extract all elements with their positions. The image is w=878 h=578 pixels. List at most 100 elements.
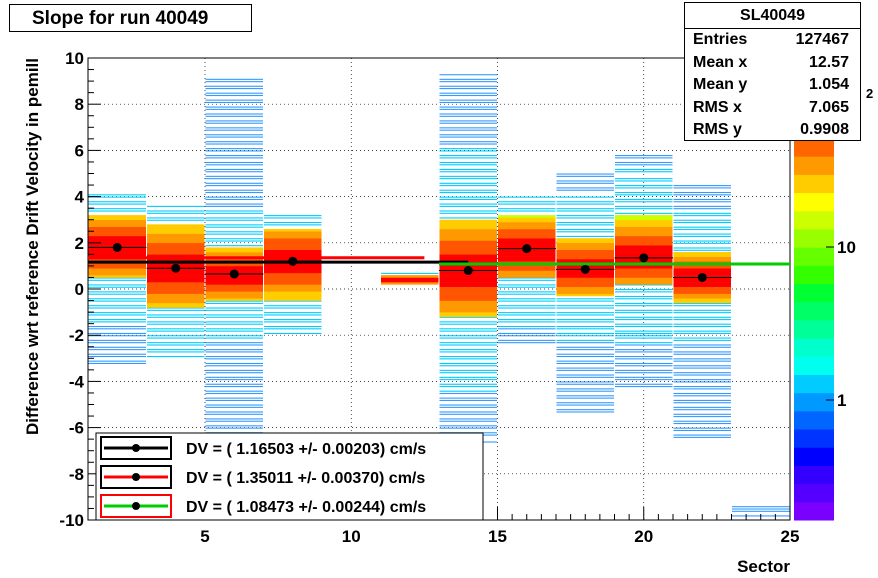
- heatmap-cell: [439, 342, 497, 344]
- color-bar-segment: [794, 247, 834, 266]
- heatmap-cell: [439, 282, 497, 285]
- heatmap-cell: [498, 238, 556, 241]
- heatmap-cell: [615, 325, 673, 328]
- heatmap-cell: [498, 222, 556, 225]
- color-bar-segment: [794, 174, 834, 194]
- heatmap-cell: [732, 510, 790, 512]
- heatmap-cell: [498, 256, 556, 260]
- heatmap-cell: [673, 268, 731, 271]
- heatmap-cell: [205, 397, 263, 399]
- color-bar-label: 10: [837, 238, 856, 257]
- heatmap-cell: [205, 392, 263, 395]
- heatmap-cell: [439, 293, 497, 297]
- legend-marker-point: [132, 473, 140, 481]
- heatmap-cell: [88, 339, 146, 341]
- heatmap-cell: [439, 106, 497, 108]
- heatmap-cell: [498, 252, 556, 255]
- heatmap-cell: [264, 240, 322, 244]
- heatmap-cell: [439, 210, 497, 212]
- heatmap-cell: [147, 291, 205, 294]
- heatmap-cell: [673, 254, 731, 257]
- heatmap-cell: [615, 161, 673, 164]
- heatmap-cell: [88, 360, 146, 362]
- heatmap-cell: [673, 319, 731, 321]
- color-bar-segment: [794, 283, 834, 303]
- heatmap-cell: [673, 240, 731, 242]
- heatmap-cell: [673, 339, 731, 341]
- profile-points: [88, 242, 732, 282]
- heatmap-cell: [498, 268, 556, 271]
- heatmap-cell: [556, 376, 614, 378]
- heatmap-cell: [381, 275, 439, 278]
- heatmap-cell: [673, 399, 731, 401]
- heatmap-cell: [88, 219, 146, 223]
- heatmap-cell: [439, 302, 497, 306]
- heatmap-cell: [205, 330, 263, 332]
- heatmap-cell: [615, 235, 673, 239]
- heatmap-cell: [439, 418, 497, 420]
- heatmap-cell: [439, 295, 497, 299]
- heatmap-cell: [673, 312, 731, 314]
- heatmap-cell: [205, 198, 263, 201]
- y-tick-label: -8: [69, 465, 84, 484]
- heatmap-cell: [88, 335, 146, 337]
- heatmap-cell: [556, 196, 614, 198]
- heatmap-cell: [556, 342, 614, 344]
- heatmap-cell: [498, 270, 556, 274]
- heatmap-cell: [556, 249, 614, 253]
- heatmap-cell: [88, 215, 146, 218]
- heatmap-cell: [264, 215, 322, 217]
- heatmap-cell: [673, 286, 731, 290]
- heatmap-cell: [439, 242, 497, 246]
- heatmap-cell: [439, 305, 497, 308]
- heatmap-cell: [615, 247, 673, 251]
- heatmap-cell: [615, 171, 673, 173]
- heatmap-cell: [615, 282, 673, 285]
- heatmap-cell: [439, 219, 497, 223]
- heatmap-cell: [264, 319, 322, 321]
- heatmap-cell: [556, 307, 614, 309]
- heatmap-cell: [264, 312, 322, 314]
- heatmap-cell: [147, 323, 205, 325]
- heatmap-cell: [205, 284, 263, 287]
- color-bar-segment: [794, 265, 834, 285]
- heatmap-cell: [439, 349, 497, 351]
- heatmap-cell: [147, 330, 205, 332]
- heatmap-cell: [147, 212, 205, 214]
- color-bar-segment: [794, 319, 834, 339]
- heatmap-cell: [556, 339, 614, 341]
- heatmap-cell: [673, 289, 731, 292]
- heatmap-cell: [205, 189, 263, 191]
- heatmap-cell: [147, 226, 205, 230]
- heatmap-cell: [264, 295, 322, 299]
- profile-point: [639, 253, 649, 263]
- y-tick-label: 2: [75, 234, 84, 253]
- heatmap-cell: [205, 365, 263, 367]
- heatmap-cell: [615, 249, 673, 253]
- heatmap-cell: [147, 307, 205, 309]
- heatmap-cell: [205, 369, 263, 371]
- stats-row-rms-x: RMS x 7.065: [693, 98, 849, 116]
- heatmap-cell: [556, 228, 614, 231]
- heatmap-cell: [205, 164, 263, 166]
- heatmap-cell: [673, 256, 731, 260]
- heatmap-cell: [615, 349, 673, 351]
- stats-row-entries: Entries 127467: [693, 31, 849, 48]
- heatmap-cell: [439, 314, 497, 318]
- heatmap-cell: [498, 307, 556, 309]
- heatmap-cell: [88, 353, 146, 355]
- heatmap-cell: [732, 508, 790, 510]
- color-bar-segment: [794, 338, 834, 357]
- heatmap-cell: [264, 242, 322, 246]
- heatmap-cell: [205, 231, 263, 233]
- heatmap-cell: [439, 143, 497, 145]
- heatmap-cell: [147, 217, 205, 219]
- heatmap-cell: [147, 302, 205, 306]
- heatmap-cell: [673, 198, 731, 201]
- heatmap-cell: [615, 240, 673, 244]
- heatmap-cell: [439, 155, 497, 157]
- heatmap-cell: [88, 328, 146, 330]
- heatmap-cell: [673, 309, 731, 311]
- heatmap-cell: [88, 270, 146, 274]
- heatmap-cell: [439, 81, 497, 83]
